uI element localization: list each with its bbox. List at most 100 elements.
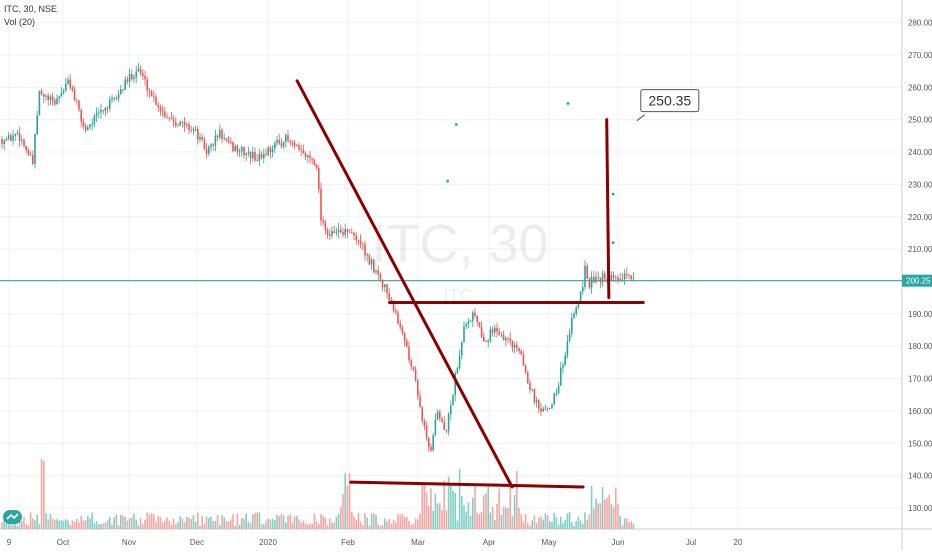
- volume-bar: [150, 512, 153, 529]
- candle-body: [513, 344, 516, 348]
- volume-bar: [40, 458, 43, 529]
- candle-body: [571, 317, 573, 334]
- x-tick-label: Feb: [341, 538, 355, 547]
- candle-body: [186, 124, 188, 126]
- volume-bar: [322, 515, 324, 529]
- volume-bar: [111, 524, 113, 529]
- volume-bar: [139, 518, 142, 529]
- volume-bar: [7, 522, 10, 529]
- watermark-symbol: ITC, 30: [371, 214, 548, 274]
- candle-body: [522, 354, 525, 366]
- volume-bar: [324, 517, 327, 529]
- volume-bar: [32, 518, 34, 529]
- volume-bar: [274, 520, 276, 529]
- volume-bar: [175, 524, 177, 529]
- volume-bar: [326, 525, 329, 529]
- candle-body: [516, 344, 518, 348]
- volume-bar: [311, 523, 313, 529]
- candle-body: [280, 143, 283, 147]
- volume-bar: [100, 524, 102, 529]
- candle-body: [566, 341, 569, 356]
- volume-bar: [199, 525, 201, 529]
- volume-bar: [201, 515, 203, 529]
- candle-body: [210, 144, 212, 147]
- volume-bar: [601, 487, 604, 529]
- x-tick-label: 2020: [259, 538, 277, 547]
- volume-bar: [51, 518, 54, 529]
- candle-body: [505, 338, 507, 341]
- candle-body: [318, 167, 320, 190]
- volume-bar: [595, 498, 597, 529]
- volume-bar: [238, 525, 241, 529]
- candle-body: [252, 152, 254, 158]
- volume-bar: [265, 520, 267, 529]
- volume-bar: [606, 498, 608, 529]
- candle-body: [436, 411, 439, 420]
- candle-body: [384, 284, 386, 288]
- volume-bar: [494, 519, 496, 529]
- candle-body: [82, 121, 85, 126]
- candle-body: [331, 231, 333, 236]
- candle-body: [27, 150, 30, 155]
- volume-bar: [529, 525, 531, 529]
- volume-bar: [78, 522, 80, 529]
- candle-body: [146, 79, 148, 91]
- volume-bar: [421, 482, 423, 529]
- volume-bar: [208, 517, 210, 529]
- candle-body: [617, 277, 619, 281]
- candle-body: [370, 259, 373, 265]
- candle-body: [49, 96, 52, 100]
- volume-bar: [344, 473, 346, 529]
- y-tick-label: 220.00: [908, 213, 932, 222]
- candle-body: [593, 276, 595, 283]
- volume-bar: [106, 520, 109, 529]
- candle-body: [14, 134, 16, 136]
- candle-body: [626, 273, 628, 275]
- candle-body: [584, 265, 586, 288]
- candle-body: [562, 364, 564, 368]
- candle-body: [93, 115, 96, 124]
- volume-bar: [192, 515, 195, 529]
- volume-bar: [392, 520, 395, 529]
- volume-bar: [425, 492, 428, 529]
- volume-bar: [546, 515, 549, 529]
- volume-bar: [632, 523, 635, 529]
- candle-body: [408, 346, 410, 361]
- candle-body: [346, 229, 349, 232]
- candle-body: [170, 117, 173, 120]
- candle-body: [489, 329, 492, 341]
- candle-body: [214, 135, 217, 146]
- volume-bar: [355, 519, 357, 529]
- volume-bar: [612, 507, 615, 529]
- volume-bar: [597, 503, 599, 529]
- volume-bar: [500, 514, 503, 529]
- candle-body: [619, 278, 621, 281]
- candle-body: [139, 68, 142, 74]
- volume-bar: [610, 503, 613, 529]
- volume-bar: [370, 513, 373, 529]
- volume-bar: [522, 521, 525, 529]
- candle-body: [115, 97, 118, 99]
- volume-bar: [109, 517, 111, 529]
- volume-bar: [113, 517, 115, 529]
- candle-body: [126, 79, 129, 82]
- volume-bar: [146, 512, 148, 529]
- volume-bar: [243, 518, 245, 529]
- volume-bar: [161, 522, 164, 529]
- candle-body: [564, 355, 566, 365]
- candle-body: [623, 273, 626, 280]
- volume-bar: [564, 519, 566, 529]
- candle-body: [106, 107, 109, 109]
- tradingview-logo-icon[interactable]: [3, 510, 22, 524]
- volume-bar: [137, 525, 140, 529]
- volume-bar: [23, 517, 25, 529]
- candle-body: [278, 139, 280, 144]
- volume-bar: [234, 525, 236, 529]
- volume-bar: [458, 468, 461, 529]
- volume-bar: [131, 517, 133, 529]
- y-tick-label: 170.00: [908, 375, 932, 384]
- candle-body: [111, 98, 113, 100]
- candle-body: [1, 139, 3, 144]
